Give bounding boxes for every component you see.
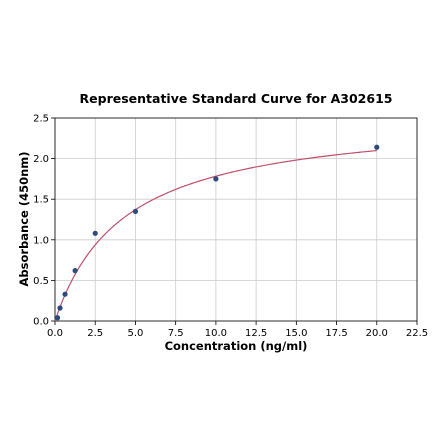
y-tick-label-3: 1.5 [33,195,49,206]
data-points [54,144,380,321]
data-point-3 [72,268,78,274]
fit-curve [54,149,377,322]
grid-lines [54,117,418,322]
plot-area-frame [54,117,418,322]
x-tick-label-5: 12.5 [245,328,267,339]
x-axis-label: Concentration (ng/ml) [165,339,308,353]
y-tick-label-1: 0.5 [33,276,49,287]
x-tick-label-3: 7.5 [168,328,184,339]
data-point-1 [57,305,63,311]
data-point-7 [374,144,380,150]
y-tick-label-5: 2.5 [33,114,49,125]
y-axis-ticks: 0.0 0.5 1.0 1.5 2.0 2.5 [33,114,55,328]
x-tick-label-7: 17.5 [325,328,347,339]
x-tick-label-9: 22.5 [406,328,428,339]
y-tick-label-2: 1.0 [33,235,49,246]
data-point-0 [54,315,61,321]
data-point-6 [213,176,219,182]
data-point-5 [132,208,139,214]
data-point-2 [62,291,68,297]
x-tick-label-6: 15.0 [285,328,307,339]
y-axis-label: Absorbance (450nm) [17,151,31,286]
x-tick-label-0: 0.0 [47,328,63,339]
x-tick-label-2: 5.0 [127,328,143,339]
x-tick-label-4: 10.0 [205,328,227,339]
x-tick-label-8: 20.0 [366,328,388,339]
x-axis-ticks: 0.0 2.5 5.0 7.5 10.0 12.5 15.0 17.5 20.0 22.5 [47,321,428,339]
x-tick-label-1: 2.5 [87,328,103,339]
chart-title: Representative Standard Curve for A30261… [80,91,393,106]
data-point-4 [92,230,98,236]
y-tick-label-0: 0.0 [33,317,49,328]
y-tick-label-4: 2.0 [33,154,49,165]
